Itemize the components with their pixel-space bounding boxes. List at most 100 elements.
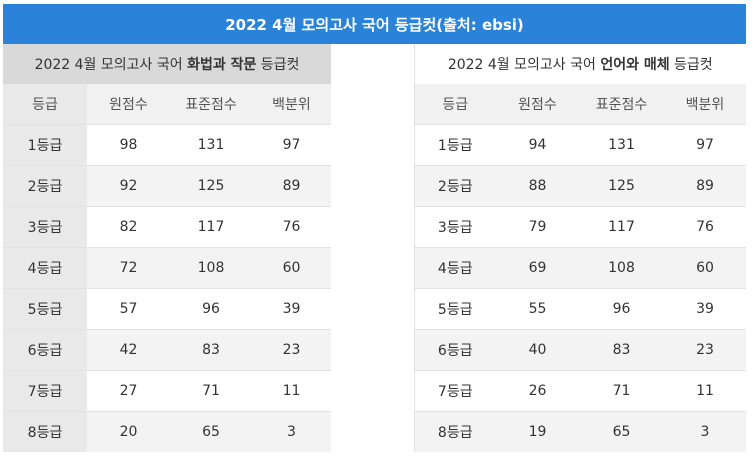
right-cell-raw-score: 79 — [496, 206, 579, 248]
column-gap — [331, 84, 414, 125]
right-cell-standard-score: 71 — [579, 370, 664, 412]
left-cell-raw-score: 27 — [87, 370, 170, 412]
right-header-grade: 등급 — [413, 84, 496, 125]
right-cell-standard-score: 108 — [579, 247, 664, 289]
right-cell-grade: 7등급 — [413, 370, 496, 412]
right-cell-raw-score: 19 — [496, 411, 579, 452]
left-cell-grade: 1등급 — [3, 124, 87, 166]
right-header-raw-score: 원점수 — [496, 84, 579, 125]
right-cell-grade: 1등급 — [413, 124, 496, 166]
right-cell-percentile: 89 — [664, 165, 746, 207]
left-cell-standard-score: 117 — [170, 206, 252, 248]
right-title-subject: 언어와 매체 — [600, 57, 670, 73]
table-row: 2등급 92 125 89 2등급 88 125 89 — [3, 165, 746, 207]
left-cell-standard-score: 131 — [170, 124, 252, 166]
right-cell-grade: 6등급 — [413, 329, 496, 371]
right-header-standard-score: 표준점수 — [579, 84, 664, 125]
left-cell-raw-score: 98 — [87, 124, 170, 166]
right-cell-standard-score: 83 — [579, 329, 664, 371]
right-cell-raw-score: 26 — [496, 370, 579, 412]
right-cell-percentile: 3 — [664, 411, 746, 452]
left-cell-raw-score: 92 — [87, 165, 170, 207]
right-cell-standard-score: 65 — [579, 411, 664, 452]
right-cell-percentile: 97 — [664, 124, 746, 166]
right-cell-grade: 8등급 — [413, 411, 496, 452]
banner-title: 2022 4월 모의고사 국어 등급컷(출처: ebsi) — [3, 4, 746, 44]
left-title-subject: 화법과 작문 — [187, 57, 257, 73]
column-gap — [331, 165, 414, 207]
column-gap — [331, 411, 414, 452]
table-row: 5등급 57 96 39 5등급 55 96 39 — [3, 288, 746, 330]
left-cell-standard-score: 83 — [170, 329, 252, 371]
left-cell-grade: 8등급 — [3, 411, 87, 452]
left-cell-grade: 2등급 — [3, 165, 87, 207]
left-header-standard-score: 표준점수 — [170, 84, 252, 125]
column-gap — [331, 329, 414, 371]
left-cell-standard-score: 108 — [170, 247, 252, 289]
right-title-suffix: 등급컷 — [669, 57, 713, 73]
left-cell-raw-score: 20 — [87, 411, 170, 452]
left-cell-raw-score: 82 — [87, 206, 170, 248]
right-cell-standard-score: 125 — [579, 165, 664, 207]
right-header-percentile: 백분위 — [664, 84, 746, 125]
subtitle-row: 2022 4월 모의고사 국어 화법과 작문 등급컷 2022 4월 모의고사 … — [3, 44, 746, 84]
right-cell-percentile: 39 — [664, 288, 746, 330]
right-cell-grade: 4등급 — [413, 247, 496, 289]
right-cell-percentile: 76 — [664, 206, 746, 248]
column-gap — [331, 124, 414, 166]
right-cell-standard-score: 96 — [579, 288, 664, 330]
right-cell-raw-score: 55 — [496, 288, 579, 330]
left-cell-percentile: 3 — [252, 411, 331, 452]
left-cell-grade: 5등급 — [3, 288, 87, 330]
right-cell-percentile: 11 — [664, 370, 746, 412]
left-cell-percentile: 23 — [252, 329, 331, 371]
header-row: 등급 원점수 표준점수 백분위 등급 원점수 표준점수 백분위 — [3, 84, 746, 125]
column-gap — [331, 288, 414, 330]
left-cell-raw-score: 72 — [87, 247, 170, 289]
left-header-percentile: 백분위 — [252, 84, 331, 125]
right-cell-raw-score: 94 — [496, 124, 579, 166]
right-cell-percentile: 60 — [664, 247, 746, 289]
right-cell-raw-score: 40 — [496, 329, 579, 371]
left-cell-percentile: 97 — [252, 124, 331, 166]
column-gap — [331, 247, 414, 289]
table-row: 3등급 82 117 76 3등급 79 117 76 — [3, 206, 746, 248]
right-cell-grade: 3등급 — [413, 206, 496, 248]
left-cell-standard-score: 65 — [170, 411, 252, 452]
right-cell-percentile: 23 — [664, 329, 746, 371]
right-cell-raw-score: 88 — [496, 165, 579, 207]
right-table-title: 2022 4월 모의고사 국어 언어와 매체 등급컷 — [413, 44, 746, 84]
table-row: 1등급 98 131 97 1등급 94 131 97 — [3, 124, 746, 166]
left-cell-grade: 7등급 — [3, 370, 87, 412]
left-cell-percentile: 60 — [252, 247, 331, 289]
left-header-raw-score: 원점수 — [87, 84, 170, 125]
left-cell-standard-score: 71 — [170, 370, 252, 412]
left-cell-raw-score: 57 — [87, 288, 170, 330]
left-header-grade: 등급 — [3, 84, 87, 125]
left-table-title: 2022 4월 모의고사 국어 화법과 작문 등급컷 — [3, 44, 331, 84]
left-cell-percentile: 89 — [252, 165, 331, 207]
left-title-suffix: 등급컷 — [256, 57, 300, 73]
table-row: 8등급 20 65 3 8등급 19 65 3 — [3, 411, 746, 452]
right-cell-raw-score: 69 — [496, 247, 579, 289]
left-cell-grade: 6등급 — [3, 329, 87, 371]
grade-cut-table-container: 2022 4월 모의고사 국어 등급컷(출처: ebsi) 2022 4월 모의… — [3, 4, 746, 452]
table-row: 4등급 72 108 60 4등급 69 108 60 — [3, 247, 746, 289]
left-title-prefix: 2022 4월 모의고사 국어 — [34, 57, 188, 73]
left-cell-standard-score: 96 — [170, 288, 252, 330]
left-cell-percentile: 11 — [252, 370, 331, 412]
right-cell-grade: 2등급 — [413, 165, 496, 207]
column-gap — [331, 44, 414, 84]
left-cell-raw-score: 42 — [87, 329, 170, 371]
left-cell-percentile: 39 — [252, 288, 331, 330]
left-cell-percentile: 76 — [252, 206, 331, 248]
right-cell-standard-score: 131 — [579, 124, 664, 166]
left-cell-standard-score: 125 — [170, 165, 252, 207]
table-row: 7등급 27 71 11 7등급 26 71 11 — [3, 370, 746, 412]
left-cell-grade: 4등급 — [3, 247, 87, 289]
left-cell-grade: 3등급 — [3, 206, 87, 248]
table-row: 6등급 42 83 23 6등급 40 83 23 — [3, 329, 746, 371]
column-gap — [331, 206, 414, 248]
column-gap — [331, 370, 414, 412]
right-cell-standard-score: 117 — [579, 206, 664, 248]
